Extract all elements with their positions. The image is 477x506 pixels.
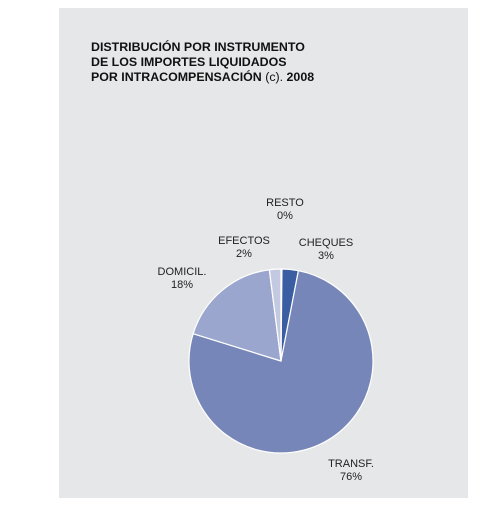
chart-title-line-2: DE LOS IMPORTES LIQUIDADOS (91, 55, 287, 69)
slice-value-efectos: 2% (236, 248, 252, 260)
slice-value-transf: 76% (340, 471, 362, 483)
slice-label-resto: RESTO (266, 197, 304, 209)
chart-title-line-1: DISTRIBUCIÓN POR INSTRUMENTO (91, 40, 305, 54)
slice-value-cheques: 3% (318, 250, 334, 262)
slice-value-domicil: 18% (171, 279, 193, 291)
chart-title-line-3: POR INTRACOMPENSACIÓN (91, 70, 262, 84)
slice-value-resto: 0% (277, 210, 293, 222)
chart-title-year: 2008 (286, 70, 315, 84)
pie-slice-resto (280, 268, 283, 362)
slice-label-cheques: CHEQUES (299, 237, 353, 249)
pie-slice-transf (188, 270, 374, 454)
chart-title-note: (c). (265, 70, 284, 84)
slice-label-efectos: EFECTOS (218, 235, 270, 247)
slice-label-transf: TRANSF. (328, 458, 374, 470)
slice-label-domicil: DOMICIL. (158, 266, 207, 278)
pie-slice-domicil (192, 269, 282, 362)
chart-title: DISTRIBUCIÓN POR INSTRUMENTO DE LOS IMPO… (91, 40, 391, 85)
